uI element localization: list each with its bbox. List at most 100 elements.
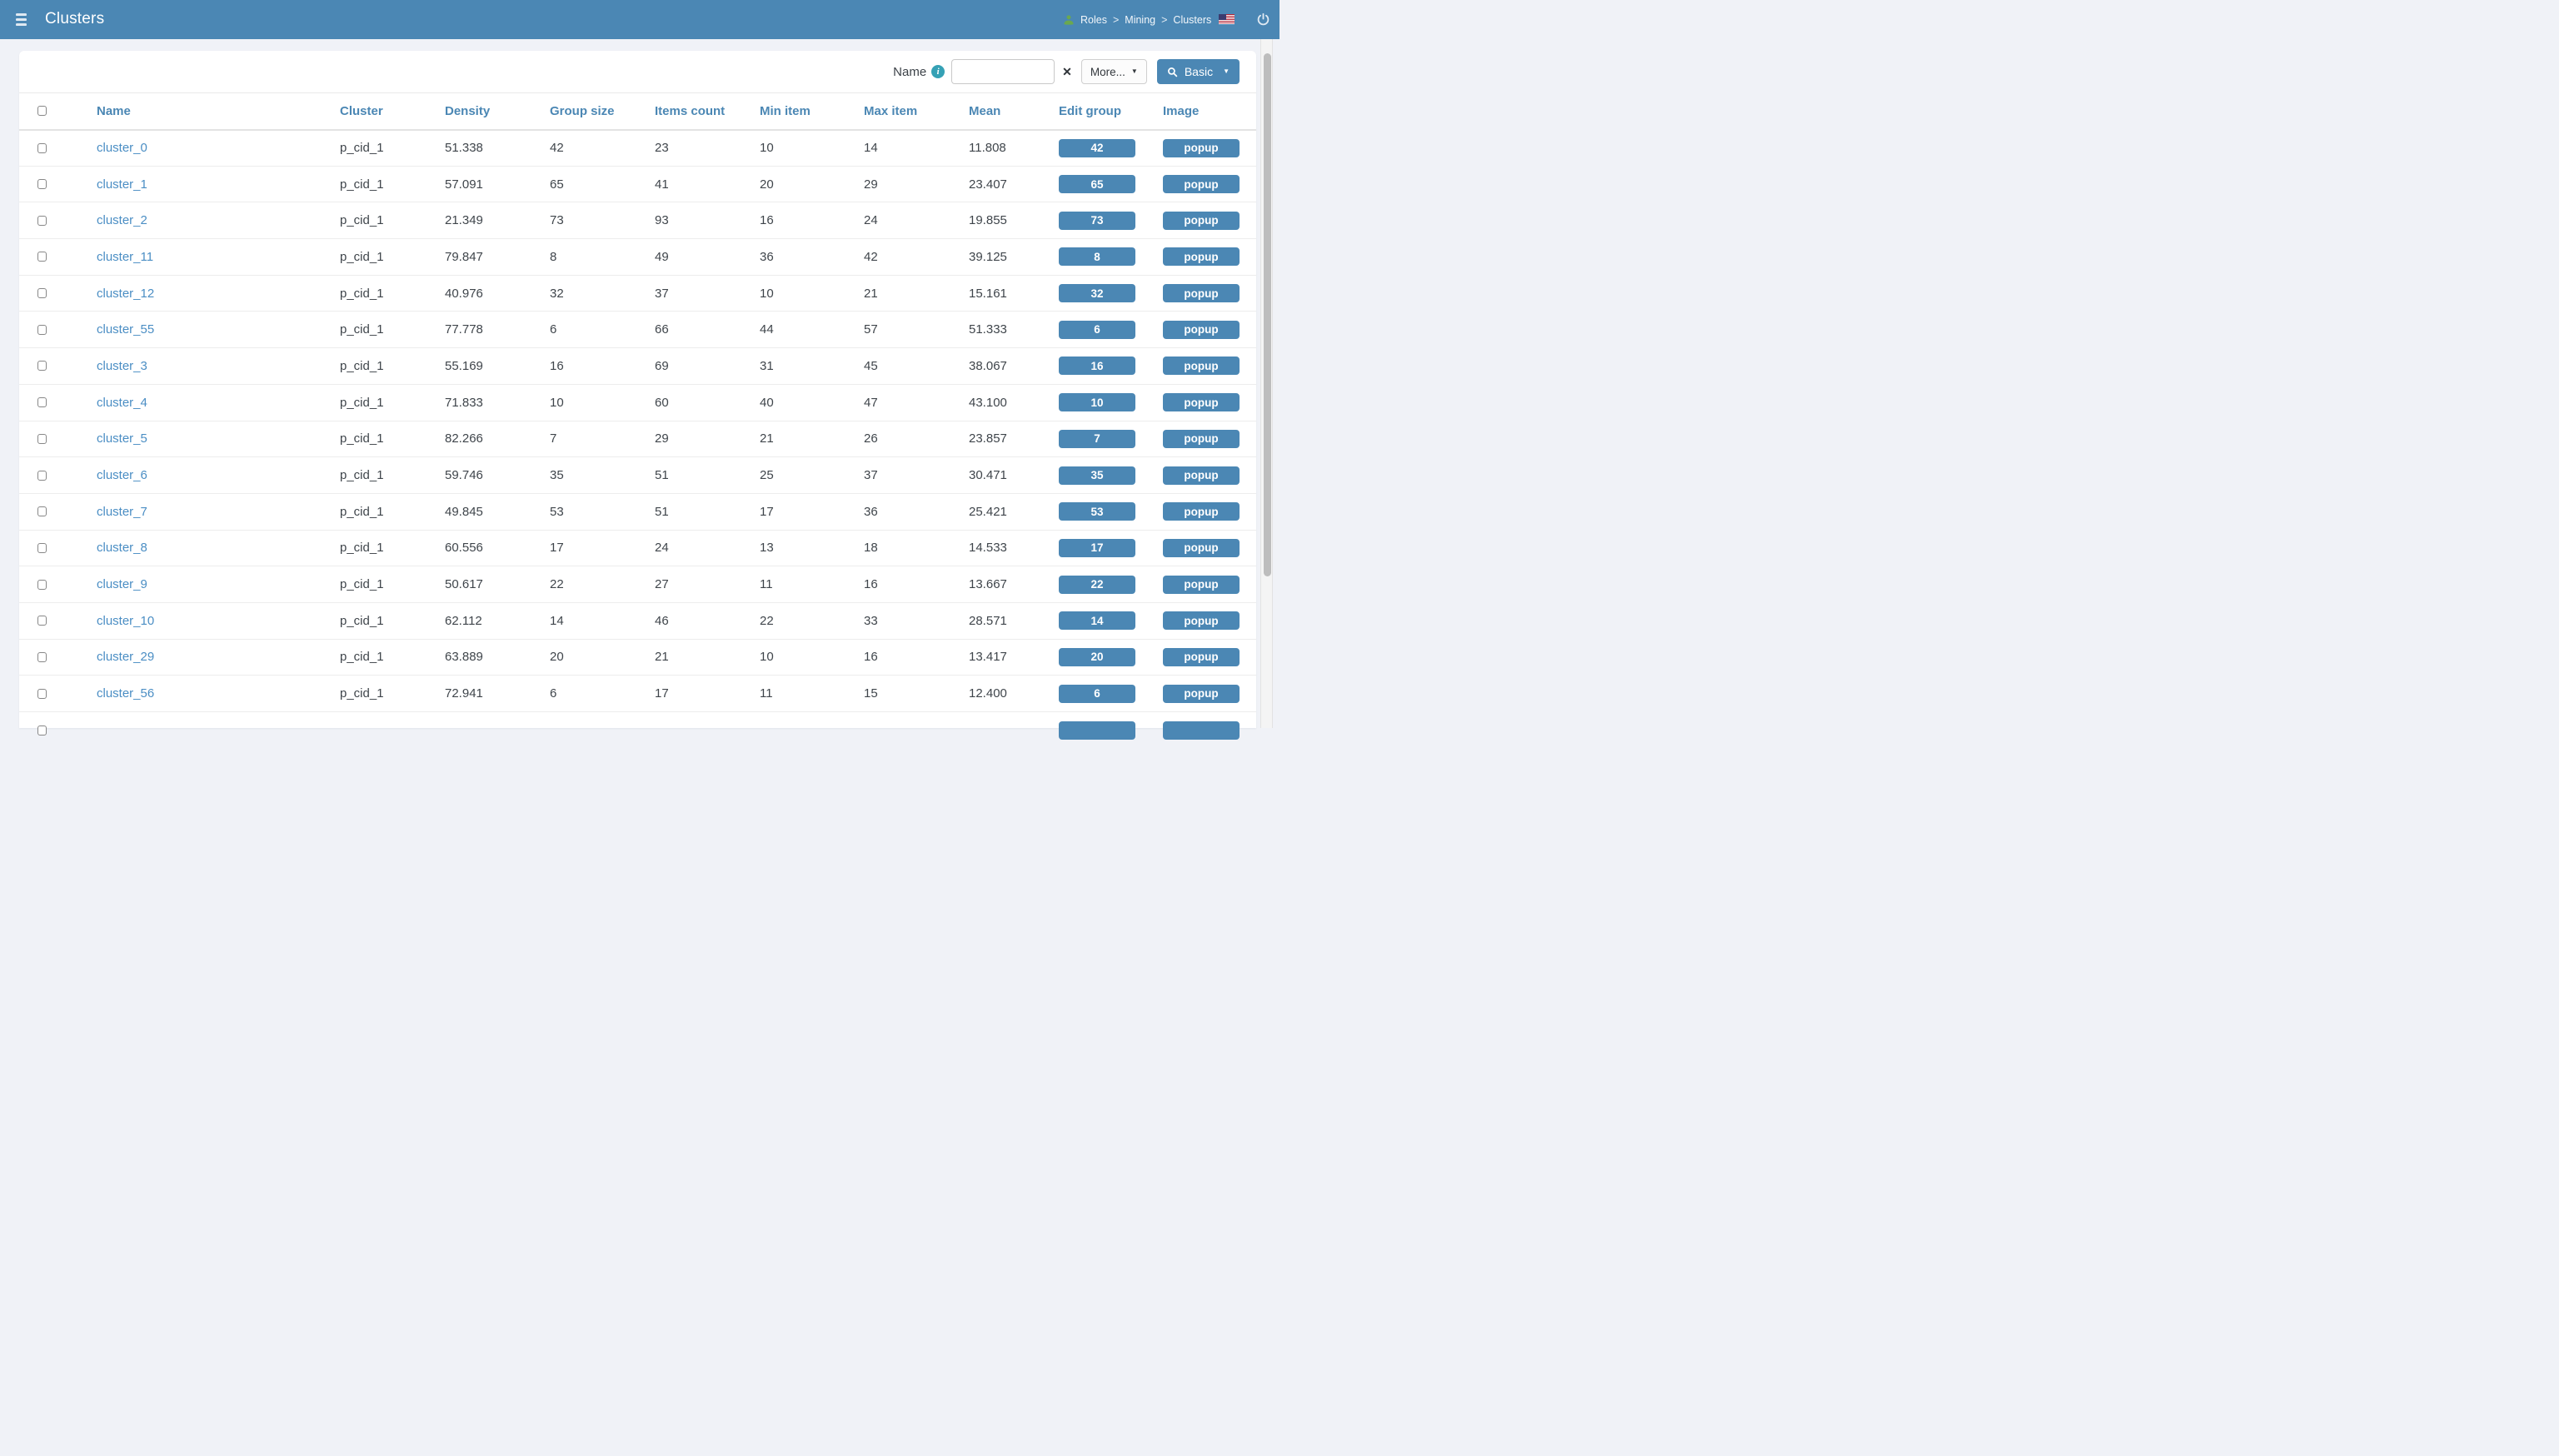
row-checkbox[interactable] — [37, 579, 47, 590]
cluster-name-link[interactable]: cluster_56 — [97, 686, 155, 701]
vertical-scrollbar-track[interactable] — [1260, 39, 1273, 728]
cluster-name-link[interactable]: cluster_9 — [97, 577, 147, 592]
row-checkbox[interactable] — [37, 397, 47, 408]
cell-min-item: 10 — [760, 275, 864, 312]
cluster-name-link[interactable]: cluster_6 — [97, 468, 147, 483]
cluster-name-link[interactable]: cluster_8 — [97, 541, 147, 556]
user-icon — [1063, 14, 1075, 26]
popup-button[interactable]: popup — [1163, 247, 1240, 267]
cluster-name-link[interactable]: cluster_11 — [97, 249, 154, 264]
popup-button[interactable]: popup — [1163, 647, 1240, 666]
cell-image: popup — [1163, 384, 1256, 421]
cell-density: 59.746 — [445, 456, 550, 494]
edit-group-button[interactable]: 42 — [1059, 138, 1135, 157]
edit-group-button[interactable]: 73 — [1059, 211, 1135, 230]
cluster-name-link[interactable]: cluster_1 — [97, 177, 147, 192]
edit-group-button[interactable] — [1059, 721, 1135, 740]
cluster-name-link[interactable]: cluster_55 — [97, 322, 155, 337]
cluster-name-link[interactable]: cluster_2 — [97, 213, 147, 228]
popup-button[interactable]: popup — [1163, 502, 1240, 521]
cell-image: popup — [1163, 421, 1256, 458]
cell-max-item: 14 — [864, 129, 969, 167]
cluster-name-link[interactable]: cluster_29 — [97, 650, 155, 665]
cell-group-size: 22 — [550, 566, 655, 603]
popup-button[interactable]: popup — [1163, 175, 1240, 194]
popup-button[interactable]: popup — [1163, 284, 1240, 303]
edit-group-button[interactable]: 20 — [1059, 647, 1135, 666]
basic-search-button[interactable]: Basic ▼ — [1156, 59, 1240, 84]
column-header-items-count: Items count — [655, 92, 760, 131]
popup-button[interactable]: popup — [1163, 466, 1240, 485]
select-all-checkbox[interactable] — [37, 106, 47, 117]
popup-button[interactable]: popup — [1163, 538, 1240, 557]
cluster-name-link[interactable]: cluster_7 — [97, 504, 147, 519]
edit-group-button[interactable]: 22 — [1059, 575, 1135, 594]
edit-group-button[interactable]: 10 — [1059, 393, 1135, 412]
cluster-name-link[interactable]: cluster_0 — [97, 141, 147, 156]
vertical-scrollbar-thumb[interactable] — [1263, 53, 1271, 576]
cluster-name-link[interactable]: cluster_5 — [97, 431, 147, 446]
cell-cluster: p_cid_1 — [340, 129, 445, 167]
popup-button[interactable]: popup — [1163, 429, 1240, 448]
logout-power-icon[interactable] — [1256, 12, 1270, 27]
edit-group-button[interactable]: 35 — [1059, 466, 1135, 485]
cell-min-item: 44 — [760, 311, 864, 349]
cell-cluster: p_cid_1 — [340, 347, 445, 385]
edit-group-button[interactable]: 65 — [1059, 175, 1135, 194]
popup-button[interactable]: popup — [1163, 684, 1240, 703]
row-checkbox[interactable] — [37, 324, 47, 335]
row-checkbox[interactable] — [37, 616, 47, 626]
info-icon[interactable]: i — [931, 65, 945, 78]
row-checkbox[interactable] — [37, 688, 47, 699]
more-filters-button[interactable]: More... ▼ — [1080, 59, 1147, 84]
row-checkbox[interactable] — [37, 725, 47, 735]
row-checkbox[interactable] — [37, 470, 47, 481]
popup-button[interactable]: popup — [1163, 393, 1240, 412]
edit-group-button[interactable]: 6 — [1059, 684, 1135, 703]
cell-group-size: 16 — [550, 347, 655, 385]
cell-density: 21.349 — [445, 202, 550, 240]
row-checkbox[interactable] — [37, 142, 47, 153]
table-row: cluster_0 p_cid_1 51.338 42 23 10 14 11.808 42 po… — [19, 129, 1256, 167]
breadcrumb-link-clusters[interactable]: Clusters — [1173, 13, 1212, 26]
popup-button[interactable]: popup — [1163, 357, 1240, 376]
row-checkbox[interactable] — [37, 215, 47, 226]
cell-cluster: p_cid_1 — [340, 311, 445, 349]
cluster-name-link[interactable]: cluster_4 — [97, 395, 147, 410]
row-checkbox[interactable] — [37, 542, 47, 553]
edit-group-button[interactable]: 6 — [1059, 320, 1135, 339]
row-checkbox[interactable] — [37, 288, 47, 299]
cell-density: 82.266 — [445, 421, 550, 458]
popup-button[interactable]: popup — [1163, 138, 1240, 157]
popup-button[interactable]: popup — [1163, 611, 1240, 631]
edit-group-button[interactable]: 53 — [1059, 502, 1135, 521]
edit-group-button[interactable]: 16 — [1059, 357, 1135, 376]
cell-group-size: 65 — [550, 166, 655, 203]
popup-button[interactable]: popup — [1163, 575, 1240, 594]
breadcrumb-link-roles[interactable]: Roles — [1080, 13, 1107, 26]
language-flag-us[interactable] — [1219, 14, 1235, 24]
popup-button[interactable]: popup — [1163, 211, 1240, 230]
row-checkbox[interactable] — [37, 179, 47, 190]
popup-button[interactable]: popup — [1163, 320, 1240, 339]
row-checkbox[interactable] — [37, 252, 47, 262]
cell-group-size: 10 — [550, 384, 655, 421]
checkbox-cell — [19, 530, 97, 567]
popup-button[interactable] — [1163, 721, 1240, 740]
row-checkbox[interactable] — [37, 361, 47, 371]
cluster-name-link[interactable]: cluster_3 — [97, 358, 147, 373]
edit-group-button[interactable]: 14 — [1059, 611, 1135, 631]
clear-filter-icon[interactable]: ✕ — [1062, 59, 1072, 84]
edit-group-button[interactable]: 17 — [1059, 538, 1135, 557]
name-filter-input[interactable] — [951, 59, 1055, 84]
edit-group-button[interactable]: 8 — [1059, 247, 1135, 267]
menu-toggle-icon[interactable] — [16, 13, 27, 26]
row-checkbox[interactable] — [37, 433, 47, 444]
edit-group-button[interactable]: 7 — [1059, 429, 1135, 448]
edit-group-button[interactable]: 32 — [1059, 284, 1135, 303]
cluster-name-link[interactable]: cluster_10 — [97, 613, 155, 628]
cluster-name-link[interactable]: cluster_12 — [97, 286, 155, 301]
row-checkbox[interactable] — [37, 651, 47, 662]
row-checkbox[interactable] — [37, 506, 47, 517]
breadcrumb-link-mining[interactable]: Mining — [1125, 13, 1156, 26]
